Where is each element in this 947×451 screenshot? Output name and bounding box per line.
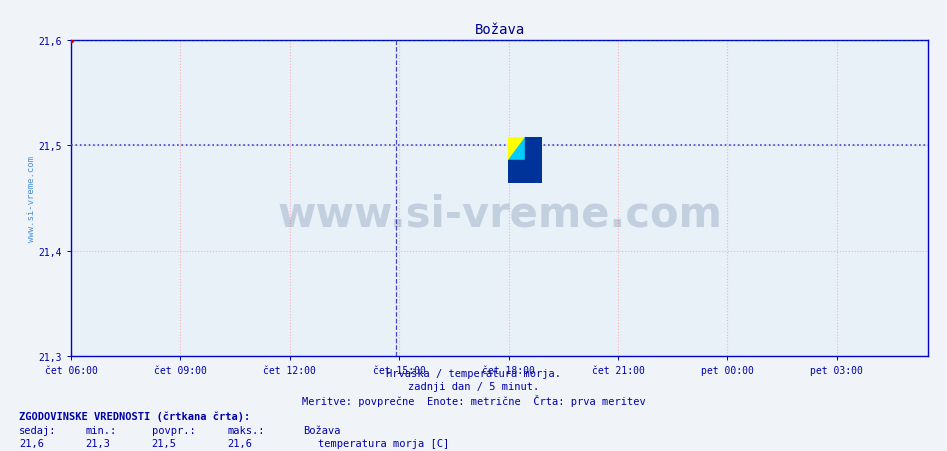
Text: temperatura morja [C]: temperatura morja [C] (318, 438, 450, 448)
Text: min.:: min.: (85, 425, 116, 435)
Title: Božava: Božava (474, 23, 525, 37)
Text: ZGODOVINSKE VREDNOSTI (črtkana črta):: ZGODOVINSKE VREDNOSTI (črtkana črta): (19, 410, 250, 421)
Polygon shape (509, 138, 526, 161)
Text: 21,6: 21,6 (19, 438, 44, 448)
Text: zadnji dan / 5 minut.: zadnji dan / 5 minut. (408, 381, 539, 391)
Text: Božava: Božava (303, 425, 341, 435)
Polygon shape (509, 161, 526, 183)
Y-axis label: www.si-vreme.com: www.si-vreme.com (27, 156, 36, 241)
Text: maks.:: maks.: (227, 425, 265, 435)
Text: 21,6: 21,6 (227, 438, 252, 448)
Text: 21,3: 21,3 (85, 438, 110, 448)
Polygon shape (526, 161, 543, 183)
Text: Hrvaška / temperatura morja.: Hrvaška / temperatura morja. (386, 368, 561, 378)
Polygon shape (526, 138, 543, 161)
Polygon shape (509, 138, 526, 161)
Text: povpr.:: povpr.: (152, 425, 195, 435)
Text: Meritve: povprečne  Enote: metrične  Črta: prva meritev: Meritve: povprečne Enote: metrične Črta:… (302, 395, 645, 407)
Text: www.si-vreme.com: www.si-vreme.com (277, 193, 722, 235)
Text: 21,5: 21,5 (152, 438, 176, 448)
Text: sedaj:: sedaj: (19, 425, 57, 435)
